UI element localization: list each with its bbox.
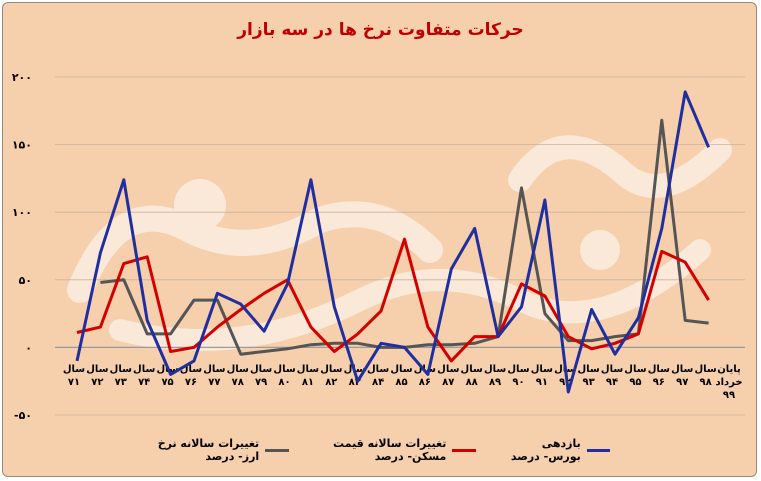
x-tick-label: سال ۷۷	[203, 364, 225, 388]
x-tick-label: سال ۷۴	[133, 364, 155, 388]
x-tick-label: سال ۹۱	[531, 364, 553, 388]
series-line-0	[75, 90, 710, 394]
x-tick-label: سال ۷۳	[110, 364, 132, 388]
y-tick-label: ۱۵۰	[12, 139, 32, 152]
chart-title: حرکات متفاوت نرخ ها در سه بازار	[237, 20, 524, 40]
x-tick-label: سال ۸۲	[320, 364, 342, 388]
x-tick-label: سال ۹۷	[671, 364, 693, 388]
x-tick-label: سال ۸۹	[484, 364, 506, 388]
x-tick-label: سال ۹۳	[578, 364, 600, 388]
legend-label-stock: بازدهی بورس- درصد	[510, 437, 581, 463]
y-tick-label: -۵۰	[14, 409, 32, 422]
legend-label-housing: تغییرات سالانه قیمت مسکن- درصد	[333, 437, 447, 463]
legend-item-currency: تغییرات سالانه نرخ ارز- درصد	[150, 437, 289, 463]
x-tick-label: سال ۹۸	[694, 364, 716, 388]
x-tick-label: سال ۷۱	[63, 364, 85, 388]
x-tick-label: سال ۹۵	[624, 364, 646, 388]
y-tick-label: ۲۰۰	[12, 71, 32, 84]
legend-swatch-housing	[452, 448, 476, 452]
legend-swatch-currency	[265, 448, 289, 452]
x-tick-label: سال ۸۶	[414, 364, 436, 388]
y-tick-label: ۵۰	[19, 274, 32, 287]
legend-item-stock: بازدهی بورس- درصد	[504, 437, 610, 463]
y-tick-label: ۰	[25, 341, 32, 354]
y-axis-ticks: ۲۰۰ ۱۵۰ ۱۰۰ ۵۰ ۰ -۵۰	[12, 71, 32, 422]
y-tick-label: ۱۰۰	[12, 206, 32, 219]
x-tick-label: سال ۸۴	[367, 364, 389, 388]
x-tick-label: سال ۸۵	[390, 364, 412, 388]
x-tick-label: سال ۸۸	[461, 364, 483, 388]
legend-item-housing: تغییرات سالانه قیمت مسکن- درصد	[317, 437, 476, 463]
watermark-logo	[67, 135, 732, 351]
x-tick-label: سال ۷۸	[227, 364, 249, 388]
x-tick-label: سال ۹۰	[507, 364, 529, 388]
x-tick-label: سال ۹۴	[601, 364, 623, 388]
legend-swatch-stock	[586, 448, 610, 452]
x-tick-label: سال ۸۷	[437, 364, 459, 388]
x-tick-label: سال ۸۱	[297, 364, 319, 388]
series-lines	[75, 90, 710, 394]
legend-label-currency: تغییرات سالانه نرخ ارز- درصد	[157, 437, 260, 463]
x-tick-label: سال ۸۰	[273, 364, 295, 388]
x-tick-label: سال ۷۲	[86, 364, 108, 388]
legend: بازدهی بورس- درصد تغییرات سالانه قیمت مس…	[150, 437, 610, 463]
x-tick-label: سال ۷۶	[180, 364, 202, 388]
x-tick-label: سال ۹۶	[648, 364, 670, 388]
x-tick-label: پایان خرداد ۹۹	[715, 364, 742, 401]
x-tick-label: سال ۷۹	[250, 364, 272, 388]
series-line-1	[76, 237, 710, 363]
